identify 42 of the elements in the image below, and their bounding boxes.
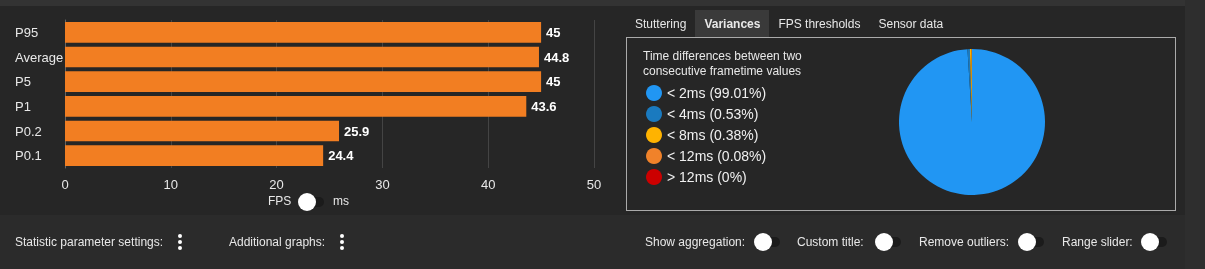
data-label: 24.4	[328, 148, 355, 164]
data-label: 43.6	[531, 98, 557, 114]
bar	[65, 145, 324, 167]
y-tick-label: P0.2	[15, 123, 42, 139]
bar	[65, 21, 542, 43]
x-tick-label: 30	[375, 177, 390, 192]
x-tick-label: 10	[163, 177, 179, 192]
bar	[65, 71, 542, 93]
x-tick-label: 40	[480, 177, 496, 192]
y-tick-label: Average	[15, 49, 64, 65]
legend-label: < 12ms (0.08%)	[667, 148, 767, 164]
text: Sensor data	[877, 16, 945, 33]
data-label: 45	[546, 24, 561, 40]
text: Custom title:	[797, 235, 864, 249]
legend-label: > 12ms (0%)	[667, 169, 747, 185]
data-label: 25.9	[344, 123, 370, 139]
bar	[65, 95, 527, 117]
text: Stuttering	[634, 16, 688, 33]
legend-label: < 4ms (0.53%)	[667, 106, 759, 122]
y-tick-label: P1	[15, 98, 31, 114]
x-tick-label: 0	[61, 177, 69, 192]
text: Statistic parameter settings:	[15, 235, 164, 249]
data-label: 44.8	[543, 49, 570, 65]
text: Time differences between two consecutive frametime values	[643, 48, 806, 78]
bar	[65, 46, 539, 68]
data-label: 45	[546, 74, 561, 90]
y-tick-label: P95	[15, 24, 39, 40]
legend-label: < 2ms (99.01%)	[667, 85, 767, 101]
bar	[65, 120, 340, 142]
text: Range slider:	[1062, 235, 1133, 249]
text: Remove outliers:	[919, 235, 1010, 249]
y-tick-label: P0.1	[15, 148, 42, 164]
text: Variances	[695, 10, 770, 38]
y-tick-label: P5	[15, 74, 31, 90]
text: FPS	[268, 194, 292, 208]
text: Show aggregation:	[645, 235, 746, 249]
text: Additional graphs:	[229, 235, 326, 249]
legend-label: < 8ms (0.38%)	[667, 127, 759, 143]
text: ms	[333, 194, 349, 208]
x-tick-label: 50	[586, 177, 602, 192]
text: FPS thresholds	[777, 16, 862, 33]
x-tick-label: 20	[269, 177, 284, 192]
